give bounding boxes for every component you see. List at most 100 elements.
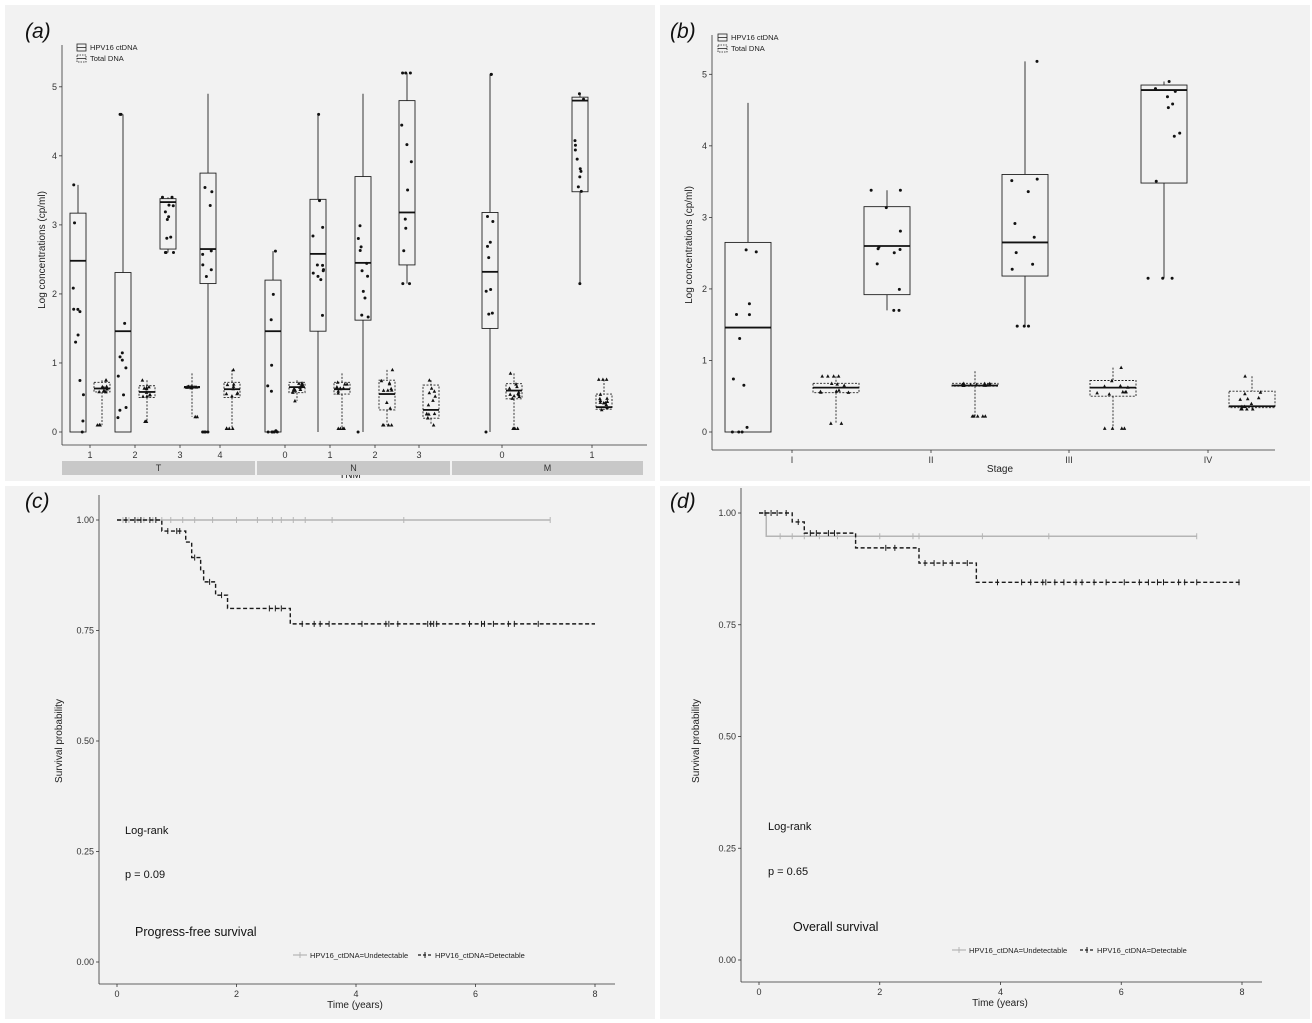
- x-tick-label: I: [791, 455, 794, 465]
- data-point-triangle: [230, 394, 234, 398]
- data-point-triangle: [298, 387, 303, 391]
- box-iqr: [223, 381, 241, 398]
- data-point-triangle: [513, 426, 517, 430]
- data-point: [576, 185, 580, 189]
- data-point: [578, 167, 582, 171]
- data-point-triangle: [836, 374, 841, 378]
- logrank-label-c: Log-rank: [125, 825, 169, 837]
- data-point-triangle: [1095, 390, 1099, 395]
- km-pfs-svg: (c) Survival probability Time (years) Lo…: [25, 490, 615, 1011]
- data-point-triangle: [1102, 426, 1107, 430]
- data-point-triangle: [516, 391, 520, 396]
- data-point: [740, 430, 744, 434]
- y-tick-label: 1: [52, 358, 57, 368]
- y-tick-label: 0: [702, 427, 707, 437]
- data-point: [892, 251, 896, 255]
- data-point: [321, 268, 325, 272]
- y-tick-label: 0.50: [76, 736, 94, 746]
- y-tick-label: 1.00: [76, 515, 94, 525]
- title-c: Progress-free survival: [135, 925, 257, 939]
- data-point: [1035, 59, 1039, 63]
- data-point-triangle: [390, 367, 395, 372]
- y-tick-label: 0.00: [76, 957, 94, 967]
- box-iqr: [1228, 390, 1276, 409]
- data-point: [119, 112, 123, 116]
- box-total-dna: [1228, 374, 1276, 411]
- data-point: [577, 92, 581, 96]
- data-point: [898, 188, 902, 192]
- data-point: [316, 274, 320, 278]
- panel-label-c: (c): [25, 490, 50, 513]
- data-point: [1032, 235, 1036, 239]
- data-point-triangle: [385, 400, 389, 404]
- y-axis-label-b: Log concentrations (cp/ml): [684, 186, 695, 304]
- data-point-triangle: [601, 400, 606, 405]
- box-iqr: [505, 383, 523, 400]
- data-point: [488, 240, 492, 244]
- data-point: [366, 274, 370, 278]
- data-point: [318, 199, 322, 203]
- data-point-triangle: [433, 394, 437, 398]
- data-point: [78, 310, 82, 314]
- x-tick-label: 4: [998, 987, 1003, 997]
- data-point-triangle: [432, 389, 437, 393]
- data-point: [1178, 131, 1182, 135]
- data-point-triangle: [227, 426, 232, 430]
- data-point-triangle: [386, 423, 391, 427]
- box-iqr: [724, 241, 772, 433]
- data-point-triangle: [291, 390, 295, 394]
- box-iqr: [398, 100, 416, 266]
- data-point-triangle: [987, 381, 992, 385]
- data-point-triangle: [961, 381, 966, 385]
- data-point-triangle: [835, 382, 839, 386]
- data-point-triangle: [381, 423, 386, 427]
- data-point: [401, 71, 405, 75]
- data-point-triangle: [846, 390, 851, 394]
- x-tick-label: 0: [114, 989, 119, 999]
- km-legend-detectable: HPV16_ctDNA=Detectable: [435, 951, 525, 960]
- data-point: [575, 157, 579, 161]
- data-point: [898, 247, 902, 251]
- data-point: [1154, 179, 1158, 183]
- data-point: [898, 229, 902, 233]
- data-point-triangle: [341, 426, 345, 430]
- data-point-triangle: [386, 388, 390, 392]
- data-point-triangle: [960, 382, 965, 386]
- box-total-dna: [223, 367, 241, 430]
- y-tick-label: 0.50: [718, 732, 736, 742]
- box-hpv16-ctdna: [114, 112, 132, 433]
- data-point: [1153, 87, 1157, 91]
- data-point-triangle: [1122, 426, 1127, 430]
- data-point-triangle: [379, 378, 384, 383]
- data-point: [321, 263, 325, 267]
- data-point: [1022, 324, 1026, 328]
- legend-b: HPV16 ctDNA Total DNA: [717, 33, 779, 53]
- data-point-triangle: [512, 394, 516, 398]
- facet-strip: [62, 461, 255, 475]
- x-axis-label-c: Time (years): [327, 1000, 383, 1011]
- data-point: [491, 219, 495, 223]
- data-point-triangle: [1118, 383, 1123, 388]
- data-point: [1031, 262, 1035, 266]
- data-point: [1010, 267, 1014, 271]
- data-point: [582, 97, 586, 101]
- data-point-triangle: [1120, 426, 1124, 430]
- data-point-triangle: [508, 371, 513, 375]
- box-hpv16-ctdna: [863, 188, 911, 312]
- box-hpv16-ctdna: [354, 93, 372, 434]
- data-point: [578, 175, 582, 179]
- data-point: [118, 408, 122, 412]
- data-point: [360, 313, 364, 317]
- data-point: [1027, 324, 1031, 328]
- box-iqr: [481, 212, 499, 329]
- data-point-triangle: [389, 388, 394, 392]
- data-point: [1010, 179, 1014, 183]
- data-point: [1171, 102, 1175, 106]
- panel-label-b: (b): [670, 20, 696, 43]
- data-point-triangle: [185, 385, 190, 389]
- data-point: [361, 289, 365, 293]
- data-point-triangle: [147, 393, 152, 397]
- km-legend-d: HPV16_ctDNA=Undetectable HPV16_ctDNA=Det…: [952, 946, 1187, 955]
- data-point: [366, 315, 370, 319]
